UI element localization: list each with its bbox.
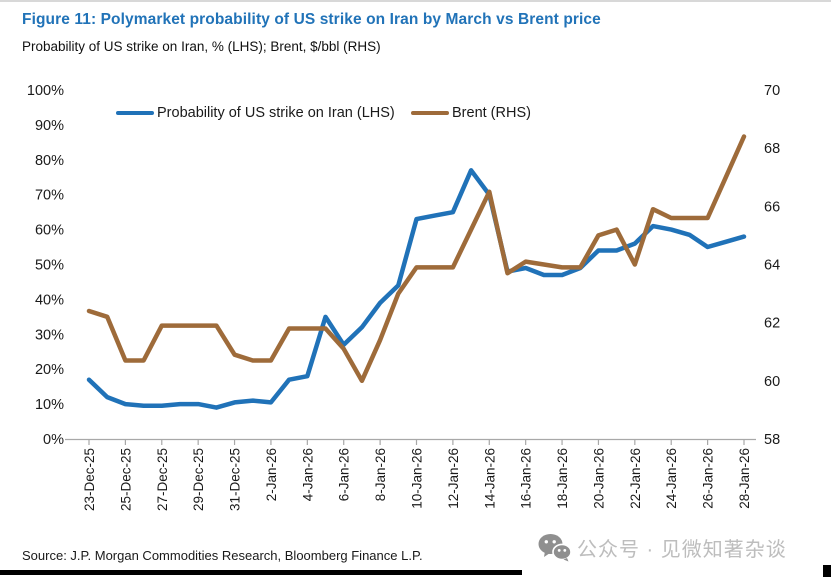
left-axis-tick-label: 10%	[35, 397, 64, 413]
brent-legend-swatch	[411, 110, 449, 116]
right-axis-tick-label: 66	[764, 199, 780, 215]
left-axis-tick-label: 60%	[35, 223, 64, 239]
x-axis-tick-label: 10-Jan-26	[410, 448, 425, 509]
x-axis-tick-label: 31-Dec-25	[228, 448, 243, 511]
x-axis-tick-label: 25-Dec-25	[118, 448, 133, 511]
legend-item-probability: Probability of US strike on Iran (LHS)	[116, 105, 395, 121]
left-axis-tick-label: 20%	[35, 362, 64, 378]
source-note: Source: J.P. Morgan Commodities Research…	[22, 548, 423, 563]
x-axis-tick-label: 23-Dec-25	[82, 448, 97, 511]
x-axis-tick-label: 22-Jan-26	[628, 448, 643, 509]
left-axis-tick-label: 50%	[35, 258, 64, 274]
bottom-border-bar	[0, 570, 522, 575]
right-axis-tick-label: 58	[764, 432, 780, 448]
x-axis-tick-label: 4-Jan-26	[300, 448, 315, 501]
figure-title: Figure 11: Polymarket probability of US …	[22, 11, 601, 28]
legend-item-brent: Brent (RHS)	[411, 105, 531, 121]
left-axis-tick-label: 0%	[43, 432, 64, 448]
right-axis-tick-label: 64	[764, 258, 780, 274]
left-axis-tick-label: 100%	[27, 83, 64, 99]
x-axis-tick-label: 20-Jan-26	[591, 448, 606, 509]
x-axis-tick-label: 16-Jan-26	[519, 448, 534, 509]
right-axis-tick-label: 70	[764, 83, 780, 99]
x-axis-tick-label: 24-Jan-26	[664, 448, 679, 509]
right-axis-tick-label: 68	[764, 141, 780, 157]
bottom-right-border-mark	[823, 565, 831, 577]
x-axis-tick-label: 27-Dec-25	[155, 448, 170, 511]
left-axis-tick-label: 90%	[35, 118, 64, 134]
x-axis-tick-label: 28-Jan-26	[737, 448, 752, 509]
figure-subtitle: Probability of US strike on Iran, % (LHS…	[22, 39, 381, 54]
right-axis-tick-label: 60	[764, 374, 780, 390]
x-axis-tick-label: 6-Jan-26	[337, 448, 352, 501]
left-axis-tick-label: 40%	[35, 292, 64, 308]
brent-line	[86, 134, 747, 384]
probability-legend-swatch	[116, 110, 154, 116]
x-axis-tick-label: 18-Jan-26	[555, 448, 570, 509]
probability-legend-label: Probability of US strike on Iran (LHS)	[157, 105, 395, 121]
watermark: 公众号 · 见微知著杂谈	[538, 533, 787, 562]
x-axis-tick-label: 8-Jan-26	[373, 448, 388, 501]
x-axis-tick-label: 14-Jan-26	[482, 448, 497, 509]
left-axis-tick-label: 70%	[35, 188, 64, 204]
watermark-text: 公众号 · 见微知著杂谈	[577, 539, 787, 561]
left-axis-tick-label: 30%	[35, 327, 64, 343]
x-axis-tick-label: 2-Jan-26	[264, 448, 279, 501]
x-axis-tick-label: 12-Jan-26	[446, 448, 461, 509]
right-axis-tick-label: 62	[764, 316, 780, 332]
brent-legend-label: Brent (RHS)	[452, 105, 531, 121]
left-axis-tick-label: 80%	[35, 153, 64, 169]
x-axis-tick-label: 26-Jan-26	[701, 448, 716, 509]
x-axis-tick-label: 29-Dec-25	[191, 448, 206, 511]
wechat-icon	[538, 534, 571, 562]
probability-line	[86, 168, 747, 410]
